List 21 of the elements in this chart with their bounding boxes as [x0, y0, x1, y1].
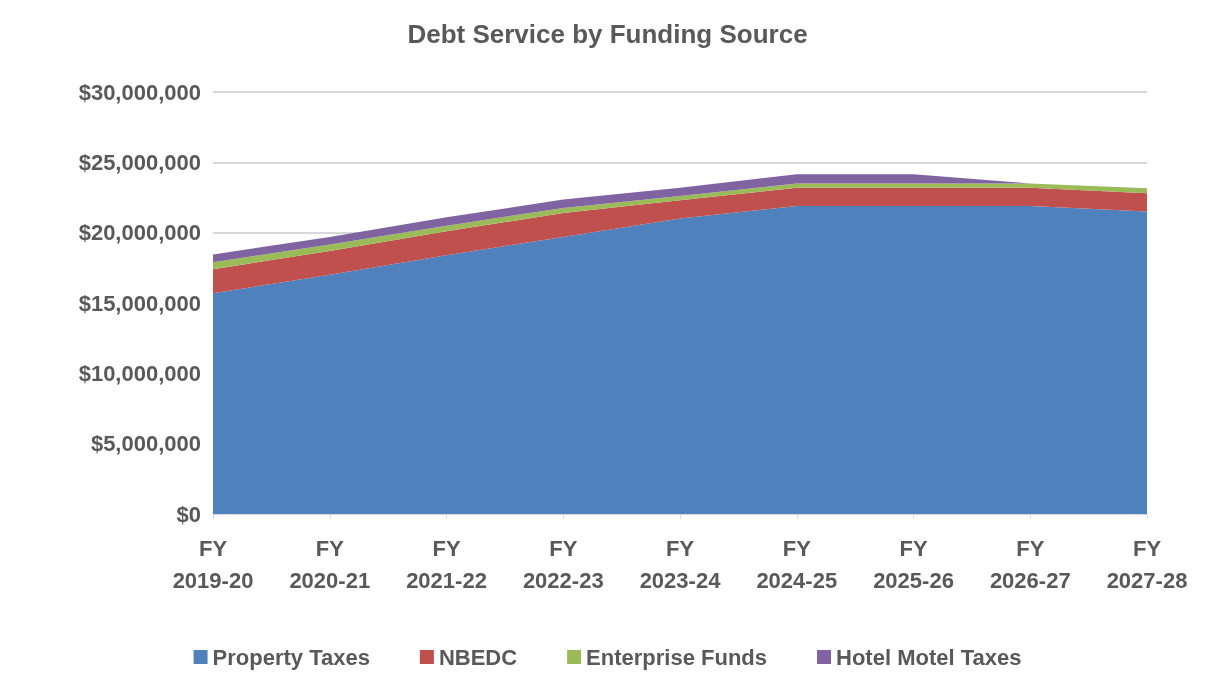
- y-tick-label: $10,000,000: [78, 360, 201, 386]
- x-tick-label: FY 2027-28: [1106, 535, 1188, 593]
- y-tick-label: $20,000,000: [78, 220, 201, 246]
- legend-label: Enterprise Funds: [586, 644, 768, 670]
- y-tick-label: $15,000,000: [78, 290, 201, 316]
- x-tick-label: FY 2026-27: [989, 535, 1071, 593]
- y-tick-label: $5,000,000: [90, 431, 201, 457]
- y-tick-label: $0: [176, 501, 201, 527]
- y-tick-label: $30,000,000: [78, 79, 201, 105]
- chart-title: Debt Service by Funding Source: [407, 19, 808, 49]
- legend-label: NBEDC: [438, 644, 518, 670]
- x-tick-label: FY 2023-24: [639, 535, 722, 593]
- x-tick-label: FY 2020-21: [289, 535, 371, 593]
- legend-label: Hotel Motel Taxes: [836, 644, 1022, 670]
- x-tick-label: FY 2021-22: [406, 535, 487, 593]
- legend-label: Property Taxes: [212, 644, 370, 670]
- y-tick-label: $25,000,000: [78, 149, 201, 175]
- x-tick-label: FY 2024-25: [756, 535, 838, 593]
- x-tick-label: FY 2022-23: [522, 535, 604, 593]
- x-tick-label: FY 2025-26: [873, 535, 954, 593]
- x-tick-label: FY 2019-20: [172, 535, 254, 593]
